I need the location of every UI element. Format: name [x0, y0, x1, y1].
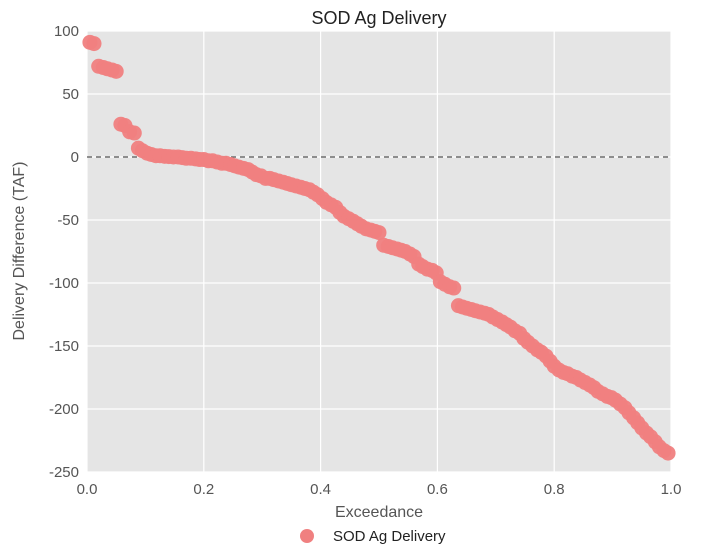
y-tick-label: -250 — [49, 464, 79, 481]
y-axis-label: Delivery Difference (TAF) — [11, 162, 28, 341]
x-tick-label: 0.8 — [544, 481, 565, 498]
y-tick-label: 100 — [54, 23, 79, 40]
y-tick-label: 0 — [71, 149, 79, 166]
x-axis-label: Exceedance — [335, 504, 423, 521]
legend-label: SOD Ag Delivery — [333, 528, 446, 545]
data-point — [86, 36, 102, 52]
y-tick-label: -50 — [57, 212, 79, 229]
grid-lines — [86, 30, 672, 473]
data-point — [108, 63, 124, 79]
y-tick-label: -200 — [49, 401, 79, 418]
x-tick-label: 0.2 — [193, 481, 214, 498]
y-tick-label: -150 — [49, 338, 79, 355]
chart-title: SOD Ag Delivery — [311, 8, 446, 28]
data-points — [82, 34, 676, 461]
x-tick-label: 0.0 — [77, 481, 98, 498]
legend: SOD Ag Delivery — [300, 528, 446, 545]
data-point — [371, 225, 387, 241]
data-point — [126, 125, 142, 141]
x-tick-label: 0.4 — [310, 481, 331, 498]
plot-background — [87, 31, 671, 472]
x-tick-label: 1.0 — [661, 481, 682, 498]
x-tick-label: 0.6 — [427, 481, 448, 498]
data-point — [446, 280, 462, 296]
y-tick-label: 50 — [62, 86, 79, 103]
data-point — [660, 445, 676, 461]
y-tick-label: -100 — [49, 275, 79, 292]
tick-labels: 0.0 0.2 0.4 0.6 0.8 1.0 100 50 0 -50 -100 -150 -200 -… — [49, 23, 681, 498]
legend-marker — [300, 529, 314, 543]
